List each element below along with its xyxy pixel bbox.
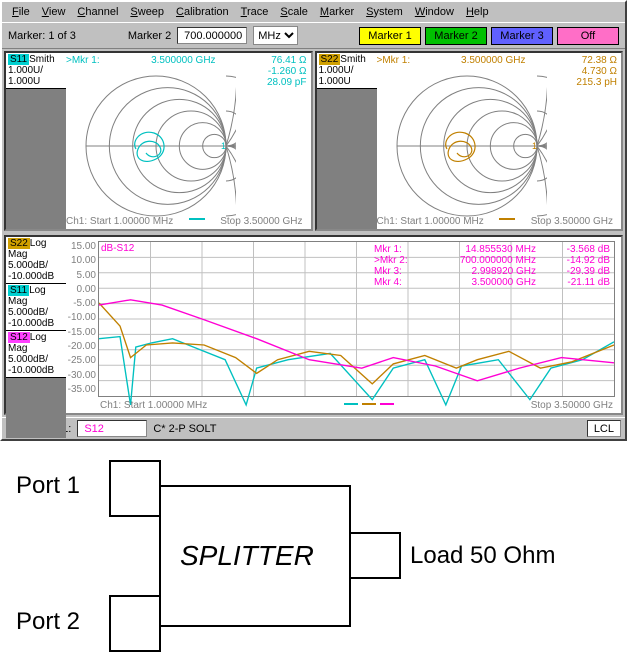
- menu-calibration[interactable]: Calibration: [170, 4, 235, 20]
- ytick-label: -5.00: [66, 298, 96, 309]
- logmag-start-label: Ch1: Start 1.00000 MHz: [100, 400, 207, 411]
- ytick-label: 0.00: [66, 284, 96, 295]
- marker-button[interactable]: Marker 3: [491, 27, 553, 45]
- marker-button[interactable]: Marker 2: [425, 27, 487, 45]
- ytick-label: -10.00: [66, 312, 96, 323]
- menu-view[interactable]: View: [36, 4, 72, 20]
- menu-scale[interactable]: Scale: [274, 4, 314, 20]
- ytick-label: -30.00: [66, 370, 96, 381]
- marker-button[interactable]: Marker 1: [359, 27, 421, 45]
- svg-text:1: 1: [531, 141, 536, 151]
- splitter-diagram: Port 1 Port 2 SPLITTER Load 50 Ohm: [0, 441, 627, 671]
- logmag-panel[interactable]: S22Log Mag5.000dB/-10.000dBS11Log Mag5.0…: [4, 235, 623, 415]
- logmag-stop-label: Stop 3.50000 GHz: [531, 400, 613, 411]
- trace-box[interactable]: S11Log Mag5.000dB/-10.000dB: [6, 284, 66, 331]
- trace-legend-icon: [344, 400, 394, 411]
- logmag-marker-readout: Mkr 1:14.855530 MHz-3.568 dB>Mkr 2:700.0…: [374, 244, 610, 288]
- marker2-label: Marker 2: [128, 30, 171, 42]
- trace-box[interactable]: S12Log Mag5.000dB/-10.000dB: [6, 331, 66, 378]
- status-bar: Status CH 1: S12 C* 2-P SOLT LCL: [2, 417, 625, 439]
- trace-box[interactable]: S11Smith1.000U/1.000U: [6, 53, 66, 89]
- smith-panel-s22[interactable]: S22Smith1.000U/1.000U>Mkr 1:3.500000 GHz…: [315, 51, 624, 231]
- ytick-label: 5.00: [66, 270, 96, 281]
- menu-system[interactable]: System: [360, 4, 409, 20]
- smith-stop: Stop 3.50000 GHz: [531, 216, 613, 227]
- port1-label: Port 1: [16, 472, 80, 499]
- load-label: Load 50 Ohm: [410, 542, 555, 569]
- splitter-label: SPLITTER: [180, 540, 314, 571]
- ytick-label: -35.00: [66, 384, 96, 395]
- ytick-label: -25.00: [66, 355, 96, 366]
- menu-marker[interactable]: Marker: [314, 4, 360, 20]
- svg-text:1: 1: [221, 141, 226, 151]
- status-cal: C* 2-P SOLT: [153, 423, 216, 435]
- marker-readout-row: Mkr 1:14.855530 MHz-3.568 dB: [374, 244, 610, 255]
- menu-channel[interactable]: Channel: [71, 4, 124, 20]
- menu-bar: FileViewChannelSweepCalibrationTraceScal…: [2, 2, 625, 22]
- smith-start: Ch1: Start 1.00000 MHz: [377, 216, 484, 227]
- menu-trace[interactable]: Trace: [235, 4, 275, 20]
- marker-readout-row: >Mkr 2:700.000000 MHz-14.92 dB: [374, 255, 610, 266]
- vna-window: FileViewChannelSweepCalibrationTraceScal…: [0, 0, 627, 441]
- trace-box[interactable]: S22Smith1.000U/1.000U: [317, 53, 377, 89]
- marker2-frequency-input[interactable]: [177, 27, 247, 44]
- ytick-label: 15.00: [66, 241, 96, 252]
- marker-button[interactable]: Off: [557, 27, 619, 45]
- ytick-label: -20.00: [66, 341, 96, 352]
- marker2-unit-select[interactable]: MHz: [253, 26, 298, 45]
- marker-toolbar: Marker: 1 of 3 Marker 2 MHz Marker 1Mark…: [2, 22, 625, 49]
- status-mode: LCL: [587, 420, 621, 437]
- menu-sweep[interactable]: Sweep: [124, 4, 170, 20]
- status-param: S12: [77, 420, 147, 437]
- menu-file[interactable]: File: [6, 4, 36, 20]
- marker-status-label: Marker: 1 of 3: [8, 30, 76, 42]
- port2-label: Port 2: [16, 608, 80, 635]
- ytick-label: 10.00: [66, 255, 96, 266]
- trace-box[interactable]: S22Log Mag5.000dB/-10.000dB: [6, 237, 66, 284]
- menu-help[interactable]: Help: [460, 4, 495, 20]
- smith-chart-icon: 1: [76, 71, 236, 221]
- smith-start: Ch1: Start 1.00000 MHz: [66, 216, 173, 227]
- smith-chart-icon: 1: [387, 71, 547, 221]
- marker-readout-row: Mkr 3:2.998920 GHz-29.39 dB: [374, 266, 610, 277]
- ytick-label: -15.00: [66, 327, 96, 338]
- marker-readout-row: Mkr 4:3.500000 GHz-21.11 dB: [374, 277, 610, 288]
- logmag-plot-area: dB-S12 Mkr 1:14.855530 MHz-3.568 dB>Mkr …: [98, 241, 615, 397]
- smith-panel-s11[interactable]: S11Smith1.000U/1.000U>Mkr 1:3.500000 GHz…: [4, 51, 313, 231]
- smith-row: S11Smith1.000U/1.000U>Mkr 1:3.500000 GHz…: [2, 49, 625, 233]
- menu-window[interactable]: Window: [409, 4, 460, 20]
- smith-stop: Stop 3.50000 GHz: [220, 216, 302, 227]
